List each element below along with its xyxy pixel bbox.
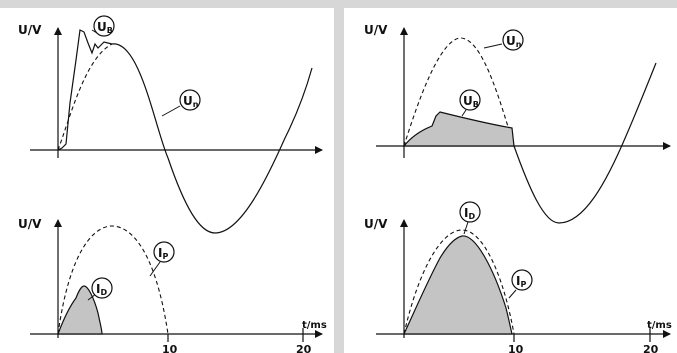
right-arc-voltage-callout (459, 89, 481, 111)
right-voltage-ylabel: U/V (364, 23, 388, 37)
right-mains-voltage-label: Un (506, 34, 522, 49)
left-tick-label-20: 20 (296, 343, 312, 353)
left-let-through-current-label: ID (96, 282, 107, 297)
left-mains-voltage-label: Un (183, 94, 199, 109)
left-mains-voltage-curve (111, 43, 313, 234)
right-mains-voltage-curve (513, 62, 657, 224)
left-prospective-current-leader (149, 261, 161, 277)
right-arc-voltage-area (402, 111, 515, 147)
right-let-through-current-area (403, 235, 513, 335)
right-prospective-current-leader (508, 289, 517, 299)
right-arc-voltage-label: UB (463, 94, 479, 109)
right-panel: U/V Un UB U/V ID (344, 8, 677, 353)
left-let-through-current-callout (91, 277, 113, 299)
right-arc-voltage-leader (461, 109, 467, 117)
right-panel-diagram: U/V Un UB U/V ID (364, 23, 672, 353)
left-prospective-current-curve (57, 225, 169, 335)
left-time-axis-label: t/ms (302, 320, 327, 331)
right-let-through-current-label: ID (464, 206, 475, 221)
right-time-axis-label: t/ms (647, 320, 672, 331)
right-prospective-current-label: IP (516, 274, 526, 289)
left-current-ylabel: U/V (18, 217, 42, 231)
left-prospective-voltage-curve (57, 43, 113, 151)
left-panel-diagram: U/V UB Un U/V IP (18, 15, 327, 353)
right-mains-voltage-callout (502, 29, 524, 51)
left-panel: U/V UB Un U/V IP (0, 8, 334, 353)
right-tick-label-10: 10 (508, 343, 524, 353)
right-current-ylabel: U/V (364, 217, 388, 231)
left-mains-voltage-callout (179, 89, 201, 111)
left-prospective-current-callout (153, 241, 175, 263)
right-mains-voltage-leader (483, 43, 503, 49)
right-let-through-current-callout (459, 201, 481, 223)
left-tick-label-10: 10 (162, 343, 178, 353)
right-let-through-current-leader (463, 221, 469, 235)
left-voltage-ylabel: U/V (18, 23, 42, 37)
right-prospective-current-callout (511, 269, 533, 291)
right-prospective-current-curve (403, 229, 515, 335)
left-prospective-current-label: IP (158, 246, 168, 261)
left-arc-voltage-curve (57, 29, 113, 151)
right-tick-label-20: 20 (643, 343, 659, 353)
left-arc-voltage-label: UB (97, 20, 113, 35)
left-arc-voltage-callout (93, 15, 115, 37)
left-mains-voltage-leader (161, 105, 181, 117)
